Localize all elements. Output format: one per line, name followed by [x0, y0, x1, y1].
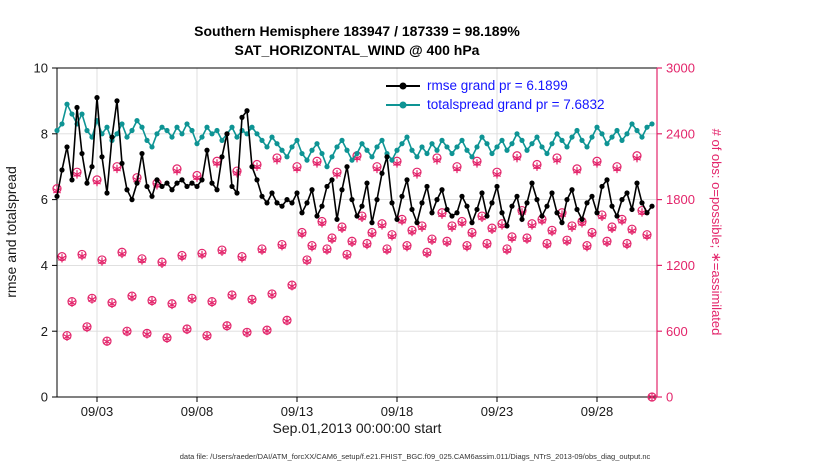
- obs-count-markers: [52, 151, 657, 402]
- legend: rmse grand pr = 6.1899 totalspread grand…: [386, 76, 605, 114]
- grid-lines: [57, 67, 657, 398]
- svg-text:1800: 1800: [666, 192, 695, 207]
- svg-text:3000: 3000: [666, 61, 695, 76]
- legend-row-totalspread: totalspread grand pr = 7.6832: [386, 95, 605, 114]
- svg-text:8: 8: [41, 126, 48, 141]
- chart-title-line2: SAT_HORIZONTAL_WIND @ 400 hPa: [234, 42, 480, 58]
- rmse-marker-dot: [399, 82, 407, 89]
- rmse-line-sample: [386, 82, 420, 89]
- right-axis-label: # of obs: o=possible; ∗=assimilated: [709, 129, 724, 336]
- svg-text:2400: 2400: [666, 126, 695, 141]
- x-axis-label: Sep.01,2013 00:00:00 start: [272, 420, 442, 436]
- svg-text:1200: 1200: [666, 258, 695, 273]
- chart-title: Southern Hemisphere 183947 / 187339 = 98…: [57, 22, 657, 60]
- line-series: [54, 95, 655, 229]
- svg-text:09/08: 09/08: [181, 404, 214, 419]
- svg-text:09/13: 09/13: [281, 404, 314, 419]
- chart-title-line1: Southern Hemisphere 183947 / 187339 = 98…: [194, 23, 520, 39]
- svg-text:0: 0: [666, 390, 673, 405]
- axes: 0 2 4 6 8 10 0 600 1200 1800 2400 3000 09/03 09/08 09/…: [34, 61, 695, 419]
- data-file-caption: data file: /Users/raeder/DAI/ATM_forcXX/…: [179, 452, 651, 461]
- svg-text:4: 4: [41, 258, 48, 273]
- svg-text:09/28: 09/28: [581, 404, 614, 419]
- left-axis-label: rmse and totalspread: [3, 166, 19, 298]
- svg-text:600: 600: [666, 324, 688, 339]
- svg-text:09/23: 09/23: [481, 404, 514, 419]
- svg-text:0: 0: [41, 390, 48, 405]
- legend-label-rmse: rmse grand pr = 6.1899: [427, 78, 568, 93]
- legend-row-rmse: rmse grand pr = 6.1899: [386, 76, 605, 95]
- svg-text:09/18: 09/18: [381, 404, 414, 419]
- svg-text:10: 10: [34, 61, 48, 76]
- svg-text:2: 2: [41, 324, 48, 339]
- totalspread-marker-dot: [399, 101, 407, 108]
- legend-label-totalspread: totalspread grand pr = 7.6832: [427, 97, 605, 112]
- svg-text:09/03: 09/03: [81, 404, 114, 419]
- svg-text:6: 6: [41, 192, 48, 207]
- totalspread-line-sample: [386, 101, 420, 108]
